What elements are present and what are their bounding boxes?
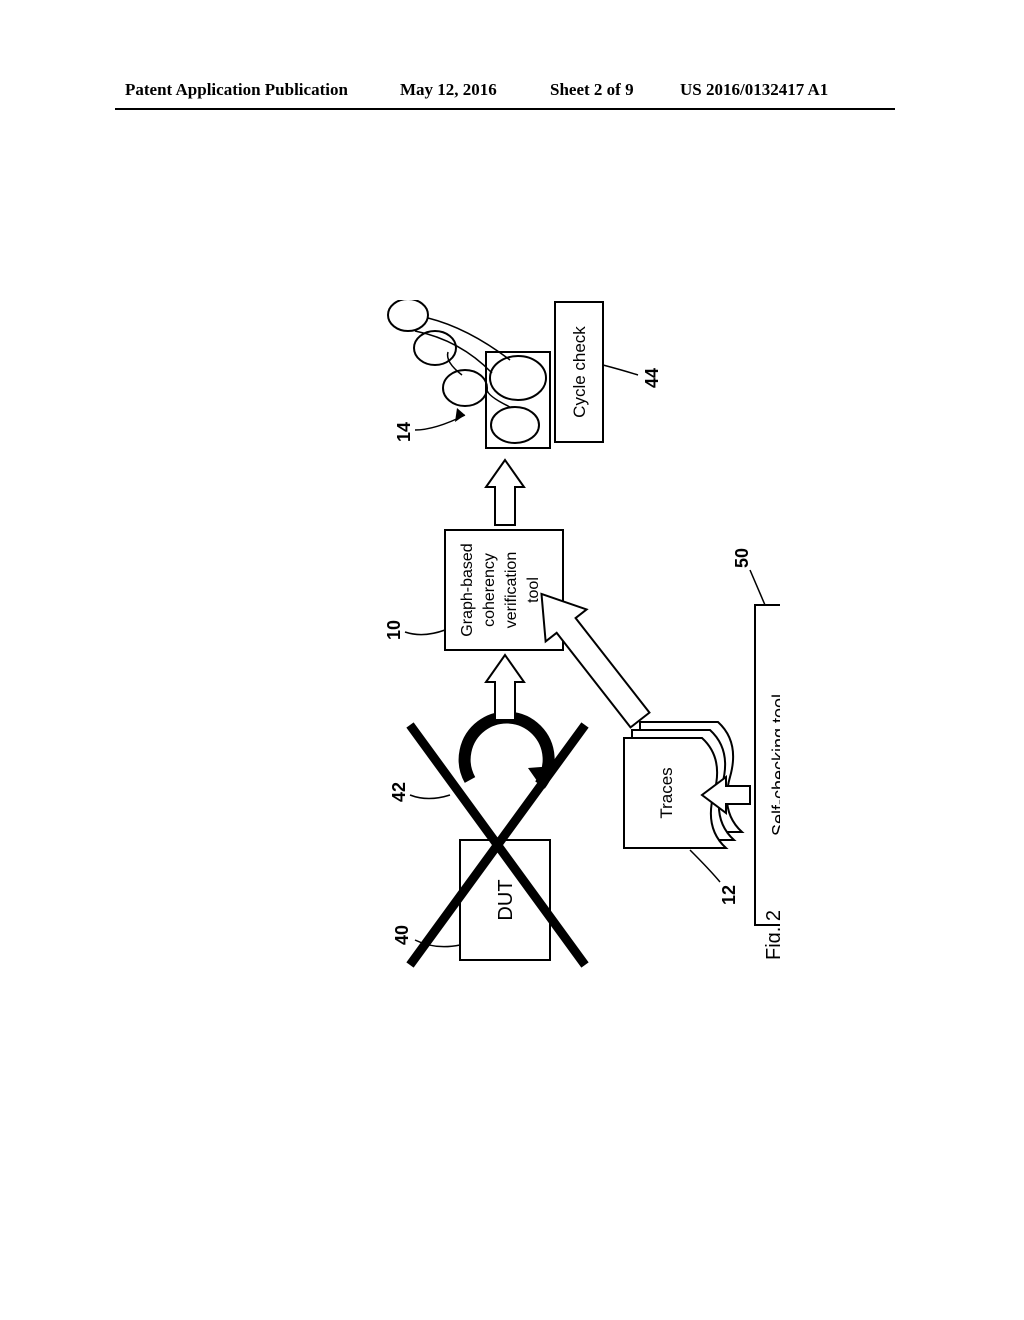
arrow-dut-to-tool: [486, 655, 524, 720]
figure-label: Fig. 2: [763, 910, 780, 960]
svg-text:coherency: coherency: [481, 553, 498, 627]
page-header: Patent Application Publication May 12, 2…: [0, 80, 1024, 120]
ref-12: 12: [690, 850, 739, 905]
cycle-check-box: Cycle check: [555, 302, 603, 442]
svg-text:50: 50: [732, 548, 752, 568]
figure-2: DUT 40 42: [210, 300, 780, 1000]
svg-text:40: 40: [392, 925, 412, 945]
svg-text:12: 12: [719, 885, 739, 905]
svg-text:Traces: Traces: [657, 767, 676, 818]
ref-42: 42: [389, 782, 450, 802]
svg-text:10: 10: [384, 620, 404, 640]
svg-text:Cycle check: Cycle check: [570, 326, 589, 418]
svg-text:14: 14: [394, 422, 414, 442]
self-check-box: Self-checking tool: [755, 605, 780, 925]
header-pubno: US 2016/0132417 A1: [680, 80, 828, 100]
svg-text:Graph-based: Graph-based: [459, 543, 476, 636]
svg-text:42: 42: [389, 782, 409, 802]
arrow-traces-to-tool: [521, 578, 660, 736]
svg-text:tool: tool: [525, 577, 542, 603]
ref-50: 50: [732, 548, 765, 605]
svg-text:Self-checking tool: Self-checking tool: [769, 694, 780, 836]
svg-text:44: 44: [642, 368, 662, 388]
header-date: May 12, 2016: [400, 80, 497, 100]
dut-label: DUT: [495, 879, 517, 920]
ref-10: 10: [384, 620, 445, 640]
loop-arrow: [465, 717, 554, 788]
svg-text:verification: verification: [503, 552, 520, 628]
ref-14: 14: [394, 408, 465, 442]
header-sheet: Sheet 2 of 9: [550, 80, 634, 100]
ref-44: 44: [603, 365, 662, 388]
header-left: Patent Application Publication: [125, 80, 348, 100]
arrow-tool-to-graph: [486, 460, 524, 525]
page: Patent Application Publication May 12, 2…: [0, 0, 1024, 1320]
header-rule: [115, 108, 895, 110]
